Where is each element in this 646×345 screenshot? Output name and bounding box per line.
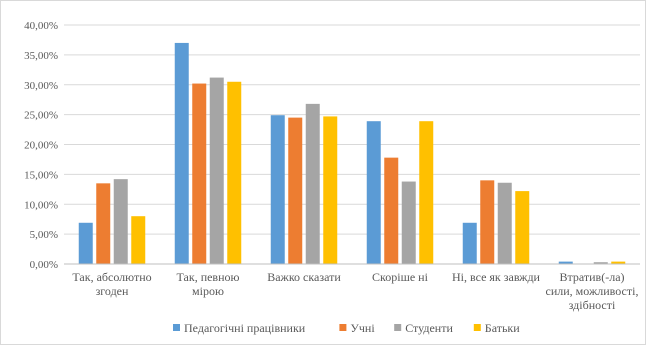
legend-label-3: Студенти [405, 321, 453, 335]
bar-1-2 [174, 42, 189, 264]
legend-label-1: Педагогічні працівники [184, 321, 306, 335]
legend-label-4: Батьки [485, 321, 520, 335]
legend-swatch-1 [173, 324, 180, 331]
category-label: Так, абсолютно згоден [72, 270, 151, 298]
gridlines [64, 24, 640, 235]
bars [78, 42, 626, 265]
bar-1-5 [462, 222, 477, 264]
bar-3-3 [305, 103, 320, 265]
bar-3-5 [497, 182, 512, 264]
bar-4-3 [323, 116, 338, 264]
legend-swatch-4 [473, 324, 481, 331]
category-label: Важко сказати [267, 270, 341, 284]
bar-4-4 [419, 121, 434, 264]
bar-1-1 [78, 222, 93, 264]
category-label: Скоріше ні [372, 270, 429, 284]
bar-2-2 [192, 83, 207, 265]
bar-2-5 [480, 180, 495, 264]
bar-4-2 [227, 81, 242, 264]
bar-4-5 [515, 191, 530, 264]
y-tick-label: 30,00% [24, 80, 58, 92]
y-axis-ticks: 0,00% 5,00% 10,00% 15,00% 20,00% 25,00% 30,00%… [24, 20, 58, 271]
y-tick-label: 40,00% [24, 20, 58, 32]
bar-1-6 [558, 261, 573, 264]
category-label: Так, певною мірою [177, 270, 240, 298]
bar-2-4 [384, 157, 399, 264]
legend-swatch-2 [339, 324, 347, 331]
y-tick-label: 10,00% [24, 199, 58, 211]
bar-3-1 [113, 179, 128, 264]
legend: Педагогічні працівники Учні Студенти Батьки [173, 321, 520, 335]
bar-3-6 [593, 262, 608, 264]
bar-2-3 [288, 117, 303, 264]
bar-4-1 [131, 216, 146, 264]
category-label: Ні, все як завжди [452, 270, 541, 284]
y-tick-label: 25,00% [24, 110, 58, 122]
y-tick-label: 5,00% [30, 229, 58, 241]
category-labels: Так, абсолютно згоден Так, певною мірою Важк… [72, 270, 638, 312]
bar-4-6 [611, 261, 626, 264]
legend-label-2: Учні [350, 321, 375, 335]
bar-1-3 [270, 115, 285, 264]
category-label: Втратив(-ла) сили, можливості, здібності [546, 270, 639, 312]
bar-3-4 [401, 181, 416, 264]
bar-2-1 [96, 183, 111, 264]
legend-swatch-3 [394, 324, 402, 331]
y-tick-label: 20,00% [24, 140, 58, 152]
bar-1-4 [366, 121, 381, 264]
y-tick-label: 35,00% [24, 50, 58, 62]
y-tick-label: 15,00% [24, 169, 58, 181]
y-tick-label: 0,00% [30, 259, 58, 271]
bar-3-2 [209, 77, 224, 264]
